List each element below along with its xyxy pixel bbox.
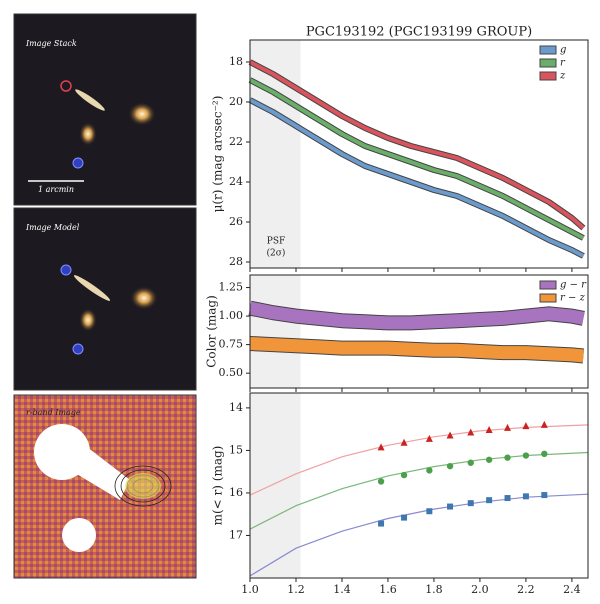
series-band [249, 98, 585, 258]
y-tick-label: 16 [229, 486, 243, 499]
series-band [248, 301, 585, 330]
y-tick-label: 17 [229, 528, 243, 541]
plot-frame [249, 39, 589, 269]
legend-swatch [539, 293, 557, 303]
x-tick-label: 1.6 [379, 583, 397, 596]
y-tick-label: 22 [229, 135, 243, 148]
y-tick-label: 15 [229, 443, 243, 456]
chart-title: PGC193192 (PGC193199 GROUP) [306, 25, 532, 40]
marker [485, 456, 493, 463]
y-tick-label: 28 [229, 255, 243, 268]
legend-label: z [559, 71, 566, 82]
r-band-image [13, 394, 197, 579]
y-tick-label: 18 [229, 55, 243, 68]
y-axis-label: μ(r) (mag arcsec⁻²) [211, 96, 225, 213]
legend-swatch [539, 58, 557, 68]
marker [426, 508, 433, 515]
y-tick-label: 24 [229, 175, 243, 188]
panel-label: Image Model [25, 223, 80, 232]
marker [485, 426, 493, 433]
marker [541, 492, 548, 499]
x-tick-label: 1.8 [425, 583, 443, 596]
psf-annotation: PSF [267, 237, 285, 247]
x-tick-label: 2.4 [563, 583, 581, 596]
marker [504, 495, 511, 502]
marker [426, 467, 433, 474]
y-tick-label: 0.75 [219, 338, 244, 351]
plot-frame [249, 274, 589, 389]
y-axis-label: m(< r) (mag) [211, 446, 225, 526]
psf-annotation: (2σ) [267, 248, 286, 259]
marker [540, 420, 548, 428]
x-tick-label: 1.4 [333, 583, 351, 596]
marker [504, 454, 511, 461]
marker [377, 443, 385, 451]
legend-label: g − r [560, 280, 587, 291]
x-tick-label: 2.0 [471, 583, 489, 596]
marker [446, 431, 454, 439]
legend-swatch [539, 280, 557, 290]
series-band [249, 60, 585, 230]
legend-swatch [539, 71, 557, 81]
psf-region [250, 275, 301, 388]
psf-region [250, 393, 301, 578]
image-model [13, 207, 197, 391]
marker [467, 428, 475, 436]
series-band [249, 78, 585, 240]
y-tick-label: 1.00 [219, 309, 244, 322]
marker [467, 459, 474, 466]
model-curve [249, 424, 589, 496]
legend-label: g [560, 45, 566, 56]
legend-label: r [560, 58, 566, 69]
marker [522, 452, 530, 459]
marker [504, 423, 512, 431]
model-curve [249, 493, 589, 577]
marker [401, 514, 408, 521]
marker [447, 503, 454, 510]
y-tick-label: 14 [229, 401, 243, 414]
x-tick-label: 1.2 [287, 583, 305, 596]
scale-label: 1 arcmin [38, 185, 74, 194]
x-tick-label: 2.2 [517, 583, 535, 596]
marker [446, 462, 454, 470]
marker [400, 438, 408, 446]
marker [522, 493, 529, 500]
panel-label: r-band Image [26, 408, 81, 417]
y-tick-label: 26 [229, 215, 243, 228]
marker [541, 450, 548, 458]
marker [377, 478, 385, 485]
image-stack [13, 13, 197, 206]
y-tick-label: 1.25 [219, 281, 244, 294]
y-tick-label: 20 [229, 95, 243, 108]
marker [467, 500, 474, 507]
series-band [249, 337, 585, 363]
panel-label: Image Stack [25, 39, 77, 48]
legend-swatch [539, 45, 557, 55]
y-tick-label: 0.50 [219, 366, 244, 379]
marker [400, 471, 408, 479]
plot-frame [249, 392, 589, 579]
model-curve [249, 451, 589, 530]
legend-label: r − z [560, 293, 586, 304]
marker [378, 520, 385, 527]
x-tick-label: 1.0 [241, 583, 259, 596]
marker [425, 434, 433, 442]
marker [486, 497, 493, 504]
marker [522, 422, 530, 430]
y-axis-label: Color (mag) [205, 295, 219, 368]
